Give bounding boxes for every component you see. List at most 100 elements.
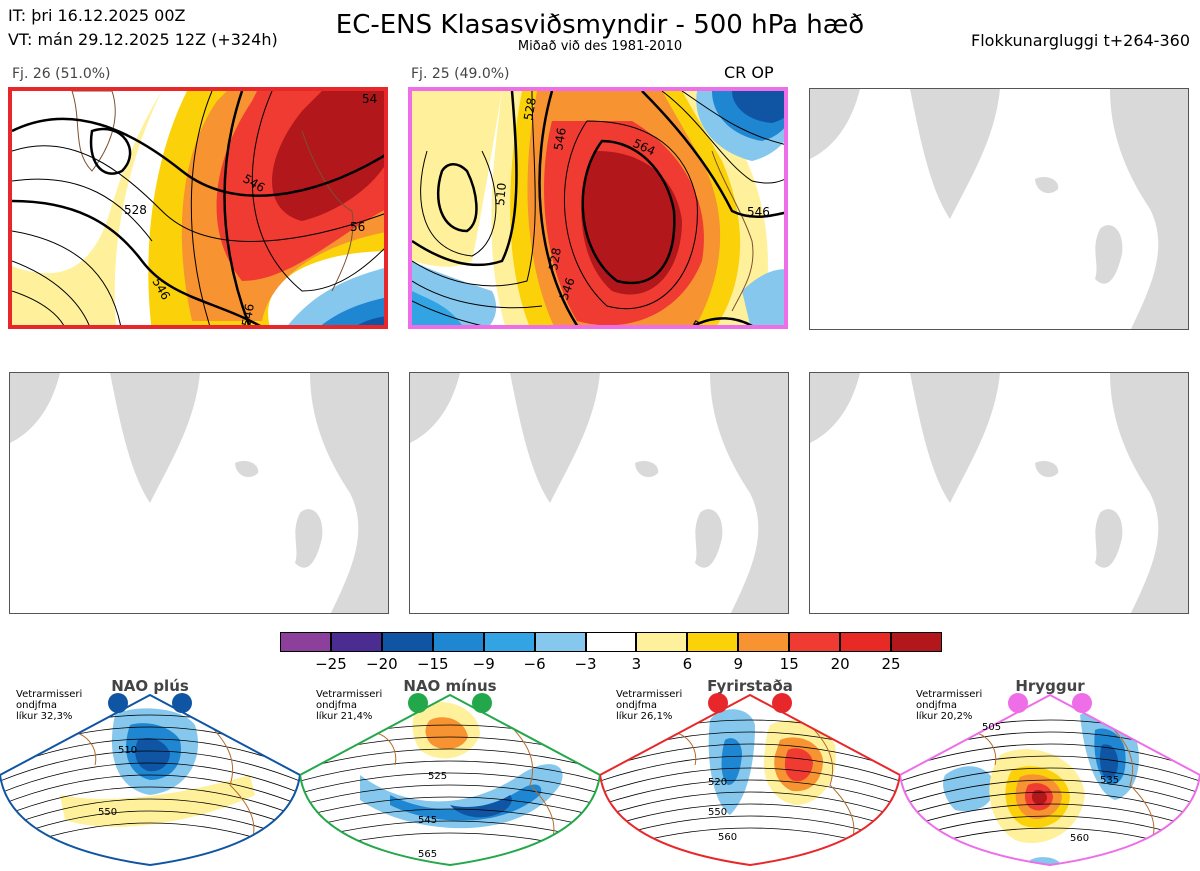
contour-label: 546 [551,127,569,152]
height-contour [900,779,1200,806]
regime-title: Hryggur [1015,677,1085,695]
height-contour [300,808,600,830]
contour-label: 56 [350,220,365,234]
colorbar-segment [330,632,382,652]
contour-label: 546 [747,205,770,219]
regime-note: Vetrarmisseri ondjfma líkur 21,4% [316,689,383,722]
regime-outline [600,693,900,867]
height-contour [900,791,1200,818]
regime-outline [0,693,300,867]
colorbar-labels: −25 −20 −15 −9 −6 −3 3 6 9 15 20 25 [280,655,942,675]
contour-label: 535 [1100,775,1119,786]
regime-panel: 510 550 NAO plús Vetrarmisseri ondjfma líkur … [0,675,300,871]
anomaly-area [784,748,813,782]
contour-label: 528 [521,97,539,122]
cluster-label: Fj. 26 (51.0%) [12,66,111,82]
contour-label: 54 [362,92,377,106]
cluster-tag: CR OP [724,63,774,82]
regime-outline [300,693,600,867]
regime-panels: 510 550 NAO plús Vetrarmisseri ondjfma líkur … [0,675,1200,871]
colorbar-segment [432,632,484,652]
regime-marker-dot [408,693,428,713]
empty-map-panel [9,372,389,614]
empty-map-panel [409,372,789,614]
contour-label: 546 [689,317,716,329]
chart-title: EC-ENS Klasasviðsmyndir - 500 hPa hæð [335,10,865,40]
anomaly-area [721,738,742,785]
colorbar-tick-label: −9 [472,655,495,673]
colorbar-segment [636,632,688,652]
contour-label: 525 [428,771,447,782]
anomaly-area [1031,789,1047,805]
colorbar-tick-label: −6 [523,655,546,673]
height-contour [300,760,600,782]
colorbar-segment [738,632,790,652]
colorbar-segment [789,632,841,652]
colorbar-tick-label: 15 [779,655,799,673]
regime-panel: 520 550 560 Fyrirstaða Vetrarmisseri ondjfma l… [600,675,900,871]
height-contour [300,748,600,770]
contour-label: 520 [708,777,727,788]
contour-label: 510 [493,182,509,206]
height-contour [600,767,900,794]
regime-marker-dot [1008,693,1028,713]
contour-label: 560 [1070,833,1089,844]
height-contour [300,772,600,794]
height-contour [900,767,1200,794]
colorbar [280,632,942,652]
contour-label: 550 [708,807,727,818]
colorbar-segment [280,632,331,652]
contour-label: 560 [718,832,737,843]
contour-label: 546 [239,303,257,328]
contour-label: 565 [418,849,437,860]
init-time: IT: þri 16.12.2025 00Z [8,6,186,25]
cluster-label: Fj. 25 (49.0%) [411,66,510,82]
height-contour [0,750,300,782]
anomaly-area [60,775,255,827]
height-contour [0,810,300,842]
height-contour [900,743,1200,770]
regime-note: Vetrarmisseri ondjfma líkur 32,3% [16,689,83,722]
height-contour [0,762,300,794]
regime-marker-dot [708,693,728,713]
regime-title: NAO mínus [403,677,497,695]
regime-note: Vetrarmisseri ondjfma líkur 20,2% [916,689,983,722]
colorbar-tick-label: 6 [682,655,693,673]
regime-marker-dot [1072,693,1092,713]
colorbar-tick-label: −3 [574,655,597,673]
contour-label: 510 [118,745,137,756]
colorbar-tick-label: −15 [416,655,449,673]
height-contour [0,738,300,770]
cluster-map-1: 528 546 546 546 56 54 [8,87,388,329]
cluster-map-2: 528 546 564 510 528 546 546 546 [408,87,788,329]
height-contour [0,774,300,806]
height-contour [0,786,300,818]
height-contour [600,803,900,830]
regime-note: Vetrarmisseri ondjfma líkur 26,1% [616,689,683,722]
height-contour [600,791,900,818]
colorbar-segment [840,632,892,652]
height-contour [600,755,900,782]
regime-panel: 525 545 565 NAO mínus Vetrarmisseri ondjfma lí… [300,675,600,871]
regime-title: NAO plús [111,677,189,695]
chart-subtitle: Miðað við des 1981-2010 [517,39,683,54]
colorbar-segment [687,632,739,652]
height-contour [900,803,1200,830]
regime-panel: 505 535 560 Hryggur Vetrarmisseri ondjfma líku… [900,675,1200,871]
colorbar-segment [534,632,586,652]
colorbar-segment [381,632,433,652]
contour-label: 528 [124,203,147,217]
regime-marker-dot [772,693,792,713]
colorbar-tick-label: 9 [733,655,744,673]
colorbar-tick-label: 3 [631,655,642,673]
colorbar-tick-label: −20 [366,655,398,673]
regime-title: Fyrirstaða [707,677,793,695]
colorbar-tick-label: 20 [830,655,850,673]
height-contour [300,784,600,806]
height-contour [600,779,900,806]
colorbar-segment [891,632,942,652]
colorbar-segment [483,632,535,652]
colorbar-tick-label: 25 [881,655,901,673]
colorbar-segment [585,632,637,652]
contour-label: 528 [546,247,564,272]
